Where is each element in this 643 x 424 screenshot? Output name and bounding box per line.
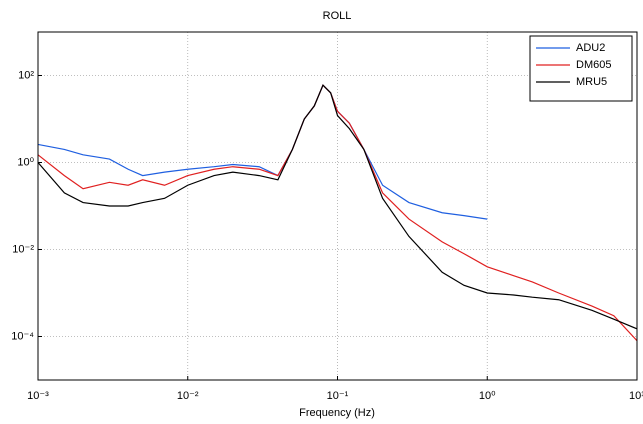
plot-frame [37,31,638,381]
y-tick-label: 10⁻⁴ [11,330,34,342]
legend-box [529,35,633,102]
y-tick-label: 10⁻² [12,243,34,255]
x-tick-label: 10⁰ [479,390,496,402]
x-tick-label: 10⁻³ [27,390,49,402]
y-tick-label: 10² [18,69,34,81]
x-tick-label: 10⁻² [177,390,199,402]
x-tick-label: 10¹ [629,390,643,402]
legend-label: ADU2 [576,42,605,54]
y-tick-label: 10⁰ [17,156,34,168]
chart-title: ROLL [323,10,352,22]
x-axis-label: Frequency (Hz) [299,407,375,419]
legend-label: DM605 [576,59,611,71]
series-line [37,84,638,330]
legend-label: MRU5 [576,76,607,88]
x-tick-label: 10⁻¹ [327,390,349,402]
